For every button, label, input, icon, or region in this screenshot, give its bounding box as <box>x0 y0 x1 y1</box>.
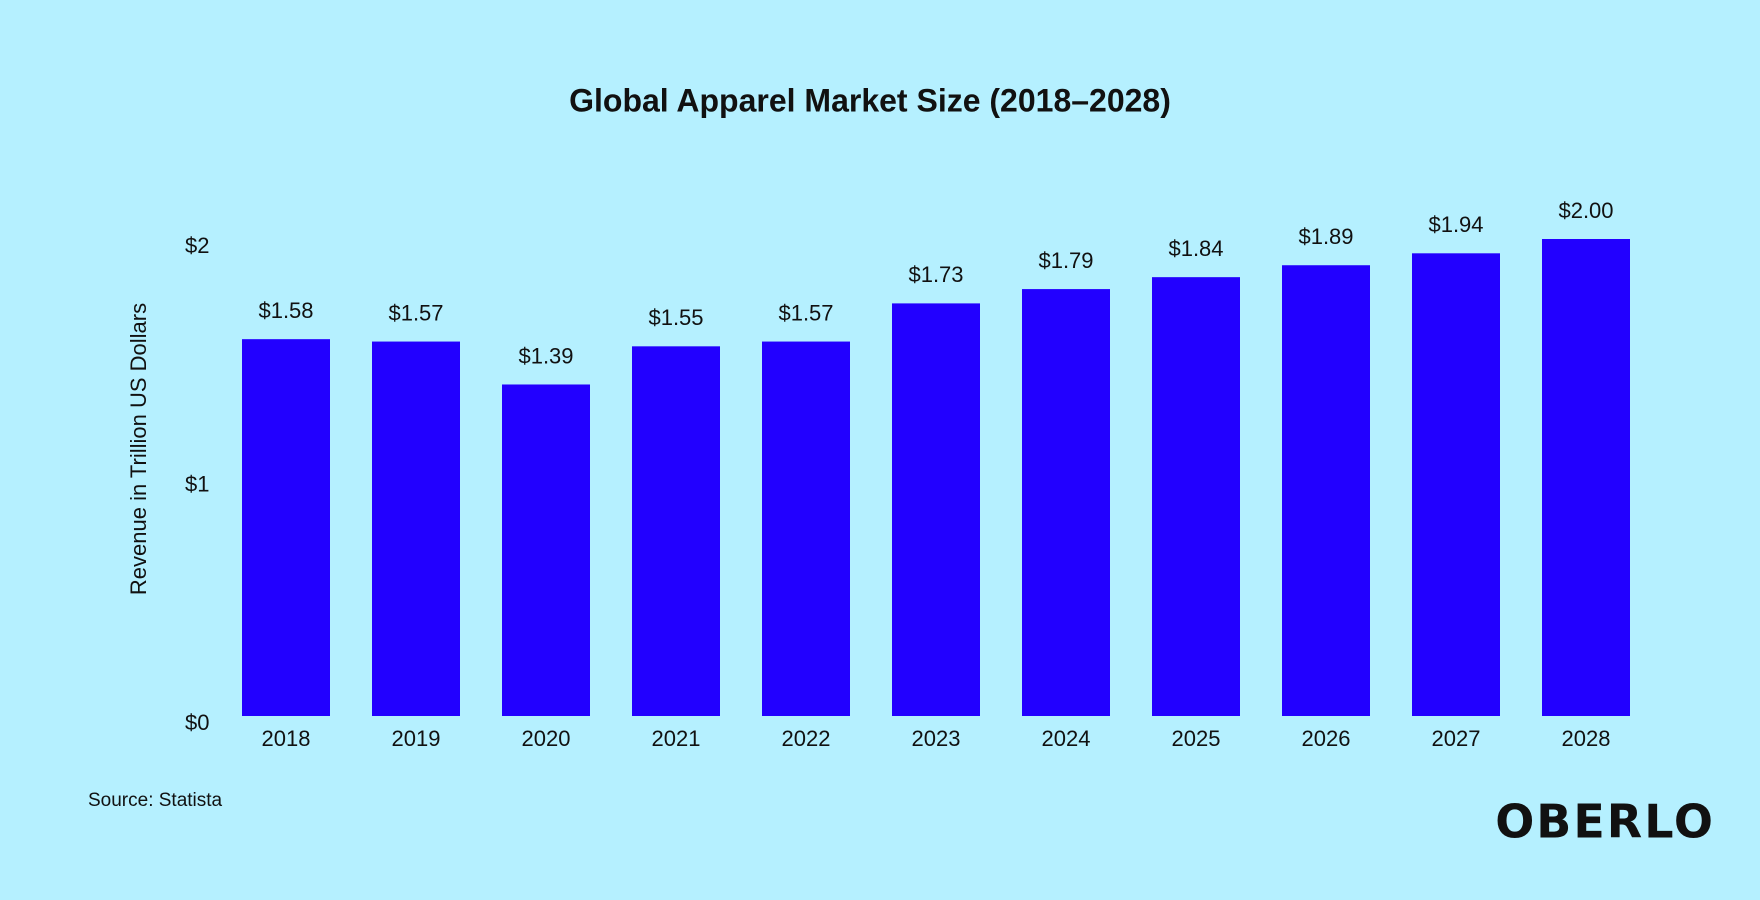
value-label: $1.79 <box>1038 248 1093 273</box>
value-label: $1.57 <box>388 300 443 325</box>
value-label: $1.84 <box>1168 236 1223 261</box>
x-tick-label: 2027 <box>1432 726 1481 751</box>
bar <box>892 303 980 716</box>
value-label: $1.58 <box>258 298 313 323</box>
x-tick-label: 2019 <box>392 726 441 751</box>
bar <box>502 384 590 716</box>
value-label: $1.39 <box>518 343 573 368</box>
x-tick-label: 2024 <box>1042 726 1091 751</box>
value-label: $1.94 <box>1428 212 1483 237</box>
bar <box>1022 289 1110 716</box>
bar <box>372 341 460 716</box>
x-tick-label: 2021 <box>652 726 701 751</box>
value-label: $2.00 <box>1558 198 1613 223</box>
x-tick-label: 2018 <box>262 726 311 751</box>
y-tick-label: $0 <box>185 710 209 735</box>
x-tick-label: 2026 <box>1302 726 1351 751</box>
bar <box>242 339 330 716</box>
bar <box>1412 253 1500 716</box>
bar <box>1542 239 1630 716</box>
value-label: $1.57 <box>778 300 833 325</box>
y-axis-label: Revenue in Trillion US Dollars <box>126 303 151 595</box>
y-tick-label: $2 <box>185 233 209 258</box>
value-label: $1.55 <box>648 305 703 330</box>
value-label: $1.73 <box>908 262 963 287</box>
bar <box>762 341 850 716</box>
x-tick-label: 2028 <box>1562 726 1611 751</box>
value-label: $1.89 <box>1298 224 1353 249</box>
chart-title: Global Apparel Market Size (2018–2028) <box>569 82 1171 118</box>
bar <box>632 346 720 716</box>
x-tick-label: 2025 <box>1172 726 1221 751</box>
bar <box>1152 277 1240 716</box>
source: Source: Statista <box>88 790 223 811</box>
y-tick-label: $1 <box>185 471 209 496</box>
logo: OBERLO <box>1495 795 1715 849</box>
bar <box>1282 265 1370 716</box>
x-tick-label: 2020 <box>522 726 571 751</box>
x-tick-label: 2023 <box>912 726 961 751</box>
x-tick-label: 2022 <box>782 726 831 751</box>
